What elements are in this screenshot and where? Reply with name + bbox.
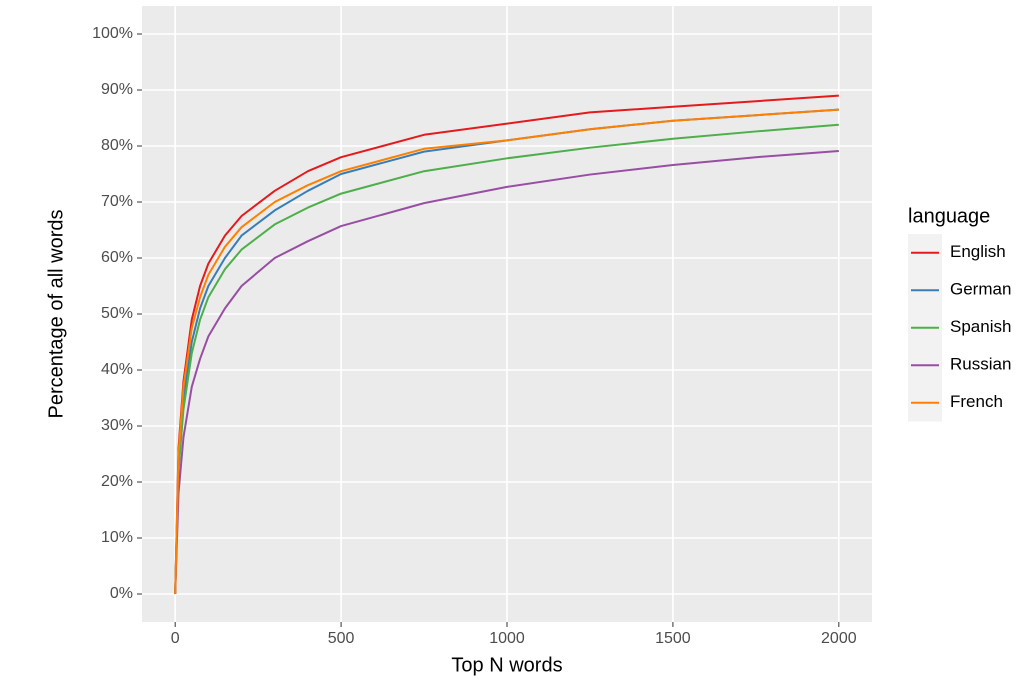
legend-label: Spanish	[950, 317, 1011, 336]
y-axis-title: Percentage of all words	[45, 209, 67, 418]
x-tick-label: 0	[171, 630, 180, 647]
y-tick-label: 80%	[101, 137, 133, 154]
legend-title: language	[908, 205, 990, 227]
y-tick-label: 100%	[92, 25, 133, 42]
legend-label: French	[950, 392, 1003, 411]
y-tick-label: 70%	[101, 193, 133, 210]
x-tick-label: 1000	[489, 630, 525, 647]
legend-label: Russian	[950, 355, 1011, 374]
line	[174, 94, 839, 595]
line	[174, 123, 839, 595]
y-tick-label: 50%	[101, 305, 133, 322]
legend-label: English	[950, 242, 1006, 261]
y-tick-label: 40%	[101, 361, 133, 378]
y-tick-label: 10%	[101, 529, 133, 546]
x-tick-label: 2000	[821, 630, 857, 647]
x-tick-label: 500	[328, 630, 355, 647]
y-tick-label: 20%	[101, 473, 133, 490]
y-tick-label: 30%	[101, 417, 133, 434]
x-axis-title: Top N words	[451, 654, 562, 676]
line	[174, 108, 839, 595]
y-tick-label: 90%	[101, 81, 133, 98]
legend-label: German	[950, 280, 1011, 299]
line	[174, 150, 839, 595]
y-tick-label: 0%	[110, 585, 133, 602]
x-tick-label: 1500	[655, 630, 691, 647]
y-tick-label: 60%	[101, 249, 133, 266]
